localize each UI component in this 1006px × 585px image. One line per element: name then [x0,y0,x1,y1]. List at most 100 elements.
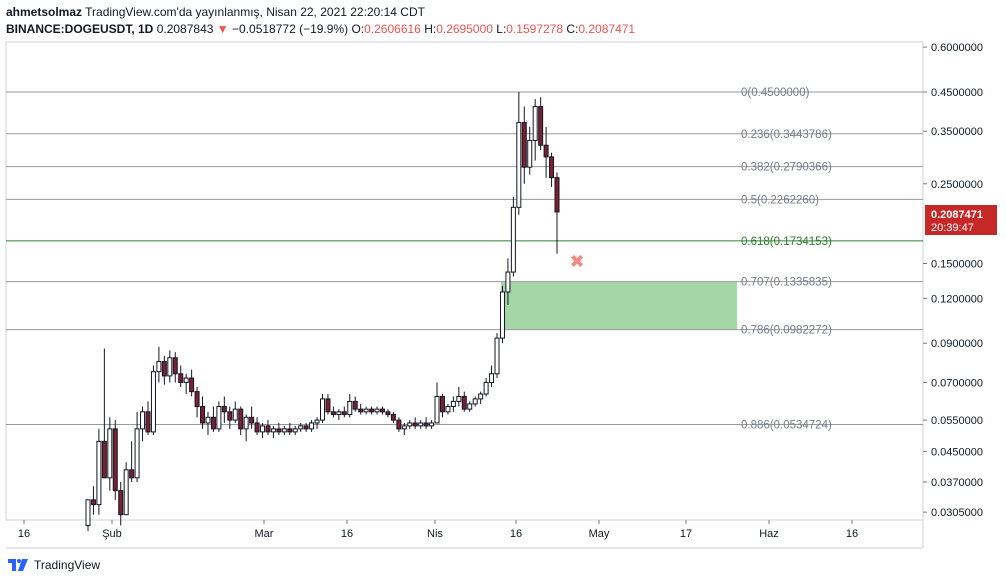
candle [336,409,342,421]
candle [172,352,178,383]
candle-body-up [298,425,304,430]
candle-body-down [358,408,364,413]
candle [456,386,462,407]
y-tick-label: 0.0450000 [931,446,983,458]
price-axis[interactable]: 0.6000000 0.4500000 0.3500000 0.2500000 0.15… [923,42,983,519]
candle-body-up [232,408,238,421]
candle-body-up [434,395,440,424]
candle [238,406,244,435]
candle-body-up [107,428,113,479]
candle [505,258,511,305]
candle-body-up [418,422,424,427]
candle-body-up [183,377,189,383]
candle [156,346,162,383]
candle-body-up [85,499,91,526]
candle-body-up [489,373,495,383]
candle [396,417,402,432]
candle-body-up [205,416,211,424]
candle-body-up [472,398,478,405]
candle-body-up [467,403,473,410]
candle-body-up [150,371,156,433]
candle [227,406,233,429]
candle [134,411,140,482]
candle-body-down [194,391,200,408]
candle [85,499,91,532]
candle-body-down [549,156,555,179]
candle [412,417,418,429]
time-axis[interactable]: 16 Şub Mar 16 Nis 16 May 17 Haz 16 [18,520,858,540]
y-tick-label: 0.2500000 [931,179,983,191]
candles [85,92,560,532]
footer-brand[interactable]: TradingView [34,558,101,572]
candle [478,391,484,404]
candle-body-down [129,469,135,479]
candle [439,394,445,418]
candle [232,401,238,423]
fib-label-0.786: 0.786(0.0982272) [741,325,832,337]
candle-body-up [216,406,222,430]
candle-body-up [516,122,522,208]
marker-layer: ✖ [569,251,584,272]
price-tag-countdown: 20:39:47 [931,222,974,234]
candle-body-down [90,499,96,506]
candle-body-down [118,490,124,516]
candle-body-up [456,395,462,402]
candle-body-up [309,422,315,430]
candle [129,441,135,482]
candle-body-up [292,428,298,433]
publish-info: ahmetsolmaz TradingView.com'da yayınlanm… [6,4,635,21]
candle [194,386,200,418]
fib-zone-layer [501,281,737,330]
candle-body-down [330,411,336,416]
candle-body-down [112,428,118,492]
candle-body-down [412,422,418,427]
candle-body-down [423,422,429,427]
candle [145,401,151,435]
candle [216,401,222,432]
candle [298,422,304,432]
candle [549,152,555,187]
candle-body-up [478,393,484,400]
candle [330,406,336,418]
x-tick-label: 17 [680,528,692,540]
close-marker-icon: ✖ [569,251,584,272]
y-tick-label: 0.0305000 [931,507,983,519]
candle-body-down [396,419,402,430]
candle-body-up [314,419,320,424]
candle-body-up [96,440,102,506]
candle [90,486,96,515]
candle-body-down [101,440,107,479]
candle [407,420,413,429]
candle [363,406,369,415]
fib-label-0.618: 0.618(0.1734153) [741,236,832,248]
candle [401,422,407,435]
candle-body-up [336,411,342,416]
candle [276,422,282,435]
x-tick-label: May [589,528,610,540]
author-name[interactable]: ahmetsolmaz [6,5,83,19]
low-label: L: [496,22,507,36]
candle [379,406,385,415]
candle [374,406,380,415]
y-tick-label: 0.0700000 [931,377,983,389]
tradingview-logo-icon[interactable] [8,559,28,571]
candle-body-up [243,416,249,430]
candle-body-up [445,406,451,413]
candle [270,425,276,439]
candle-body-up [532,106,538,141]
candle [189,369,195,397]
candle [434,382,440,424]
candle-body-down [439,395,445,413]
candle-body-up [260,425,266,433]
candle [554,172,560,254]
fib-golden-zone [501,281,737,330]
candle [521,106,527,184]
candle [107,417,113,491]
candle [118,481,124,526]
low-value: 0.1597278 [506,22,564,36]
fib-label-0.236: 0.236(0.3443786) [741,129,832,141]
candle-body-down [238,408,244,430]
candle-body-down [200,406,206,424]
candle [489,365,495,387]
